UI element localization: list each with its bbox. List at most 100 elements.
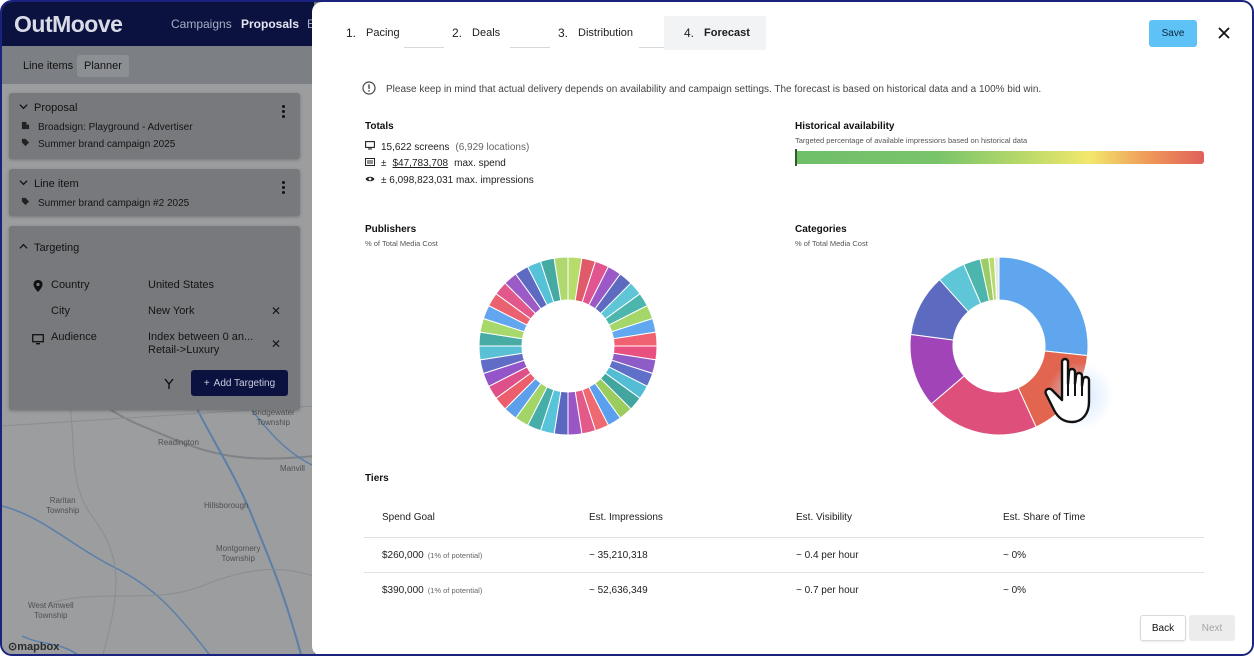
step-number: 1. bbox=[346, 26, 357, 40]
totals-screens-row: 15,622 screens (6,929 locations) bbox=[365, 141, 529, 153]
step-pacing[interactable]: 1. Pacing bbox=[346, 16, 400, 50]
proposal-advertiser: Broadsign: Playground - Advertiser bbox=[38, 121, 193, 133]
proposal-card-header[interactable]: Proposal bbox=[19, 102, 77, 114]
eye-icon bbox=[365, 175, 375, 186]
header-est-share-of-time[interactable]: Est. Share of Time bbox=[1003, 511, 1086, 523]
add-targeting-label: Add Targeting bbox=[213, 377, 276, 389]
tier-share: ~ 0% bbox=[1003, 584, 1027, 596]
proposal-card: Proposal Broadsign: Playground - Adverti… bbox=[9, 93, 300, 159]
tier-row[interactable]: $260,000 (1% of potential) ~ 35,210,318 … bbox=[364, 538, 1204, 572]
step-connector bbox=[639, 47, 665, 48]
totals-spend-row: ± $47,783,708 max. spend bbox=[365, 158, 506, 169]
branch-icon[interactable] bbox=[163, 377, 175, 395]
header-est-visibility[interactable]: Est. Visibility bbox=[796, 511, 852, 523]
tag-icon bbox=[21, 197, 30, 209]
tier-potential: (1% of potential) bbox=[427, 585, 483, 595]
availability-subtitle: Targeted percentage of available impress… bbox=[795, 136, 1028, 145]
proposal-menu-icon[interactable] bbox=[282, 105, 286, 120]
step-label: Deals bbox=[472, 27, 501, 39]
money-icon bbox=[365, 158, 375, 169]
location-pin-icon bbox=[33, 279, 43, 297]
remove-city-icon[interactable]: ✕ bbox=[271, 304, 282, 318]
proposal-campaign: Summer brand campaign 2025 bbox=[38, 138, 176, 150]
totals-impressions-row: ± 6,098,823,031 max. impressions bbox=[365, 175, 534, 186]
save-button[interactable]: Save bbox=[1149, 20, 1197, 47]
map-label-readington: Readington bbox=[158, 438, 199, 447]
header-est-impressions[interactable]: Est. Impressions bbox=[589, 511, 663, 523]
add-targeting-button[interactable]: + Add Targeting bbox=[191, 370, 288, 396]
close-icon[interactable] bbox=[1215, 24, 1233, 42]
donut-slice[interactable] bbox=[553, 256, 569, 302]
targeting-audience-value: Index between 0 an... Retail->Luxury bbox=[148, 331, 253, 357]
availability-marker bbox=[795, 149, 797, 166]
proposal-advertiser-row: Broadsign: Playground - Advertiser bbox=[21, 121, 193, 133]
tier-visibility: ~ 0.7 per hour bbox=[796, 584, 859, 596]
nav-campaigns[interactable]: Campaigns bbox=[171, 17, 232, 31]
map-label-hillsborough: Hillsborough bbox=[204, 501, 249, 510]
donut-slice[interactable] bbox=[993, 256, 1000, 301]
step-forecast[interactable]: 4. Forecast bbox=[664, 16, 766, 50]
forecast-notice: Please keep in mind that actual delivery… bbox=[362, 74, 1214, 104]
map-label-west-amwell: West Amwell Township bbox=[28, 601, 74, 620]
map-label-montgomery: Montgomery Township bbox=[216, 544, 261, 563]
availability-gradient-bar bbox=[795, 151, 1204, 164]
remove-audience-icon[interactable]: ✕ bbox=[271, 337, 282, 351]
tier-row[interactable]: $390,000 (1% of potential) ~ 52,636,349 … bbox=[364, 573, 1204, 607]
back-button[interactable]: Back bbox=[1140, 615, 1186, 641]
tier-visibility: ~ 0.4 per hour bbox=[796, 549, 859, 561]
categories-title: Categories bbox=[795, 224, 847, 235]
audience-segment: Retail->Luxury bbox=[148, 344, 220, 356]
tab-line-items[interactable]: Line items bbox=[23, 60, 74, 72]
categories-subtitle: % of Total Media Cost bbox=[795, 239, 868, 248]
table-divider bbox=[364, 537, 1204, 538]
totals-title: Totals bbox=[365, 121, 394, 132]
targeting-card-header[interactable]: Targeting bbox=[19, 242, 79, 254]
line-item-campaign: Summer brand campaign #2 2025 bbox=[38, 197, 190, 209]
tiers-title: Tiers bbox=[365, 473, 389, 484]
tier-potential: (1% of potential) bbox=[427, 550, 483, 560]
totals-impressions: ± 6,098,823,031 max. impressions bbox=[381, 175, 534, 186]
app-logo[interactable]: OutMoove bbox=[14, 11, 123, 37]
line-item-campaign-row: Summer brand campaign #2 2025 bbox=[21, 197, 189, 209]
step-label: Distribution bbox=[578, 27, 634, 39]
publishers-donut-chart[interactable] bbox=[478, 256, 658, 436]
mapbox-attribution: ⊙mapbox bbox=[8, 641, 60, 653]
proposal-card-title: Proposal bbox=[34, 102, 78, 114]
nav-more[interactable]: E bbox=[307, 17, 316, 31]
map-label-manville: Manvill bbox=[280, 464, 305, 473]
donut-slice[interactable] bbox=[998, 256, 1089, 357]
plus-icon: + bbox=[203, 377, 210, 389]
line-item-card-title: Line item bbox=[34, 178, 79, 190]
totals-locations: (6,929 locations) bbox=[455, 141, 530, 153]
map-label-raritan: Raritan Township bbox=[46, 496, 80, 515]
tag-icon bbox=[21, 138, 30, 150]
step-distribution[interactable]: 3. Distribution bbox=[558, 16, 633, 50]
line-item-menu-icon[interactable] bbox=[282, 181, 286, 196]
step-deals[interactable]: 2. Deals bbox=[452, 16, 500, 50]
monitor-icon bbox=[32, 332, 44, 350]
hand-pointer-icon bbox=[1042, 350, 1114, 435]
totals-spend-suffix: max. spend bbox=[454, 158, 506, 169]
step-label: Forecast bbox=[704, 27, 750, 39]
step-connector bbox=[510, 47, 550, 48]
table-divider bbox=[364, 572, 1204, 573]
tab-planner[interactable]: Planner bbox=[77, 55, 129, 77]
step-connector bbox=[404, 47, 444, 48]
screen-icon bbox=[365, 141, 375, 153]
step-number: 2. bbox=[452, 26, 463, 40]
targeting-country-value: United States bbox=[148, 279, 215, 291]
chevron-up-icon bbox=[19, 242, 28, 254]
targeting-city-value: New York bbox=[148, 305, 195, 317]
tier-spend-cell: $260,000 (1% of potential) bbox=[382, 538, 482, 572]
totals-spend-prefix: ± bbox=[381, 158, 387, 169]
tier-spend: $390,000 bbox=[382, 584, 424, 596]
header-spend-goal[interactable]: Spend Goal bbox=[382, 511, 435, 523]
totals-screens: 15,622 screens bbox=[381, 141, 450, 153]
targeting-card-title: Targeting bbox=[34, 242, 80, 254]
line-item-card-header[interactable]: Line item bbox=[19, 178, 79, 190]
top-navigation: OutMoove Campaigns Proposals E bbox=[2, 2, 316, 46]
step-number: 3. bbox=[558, 26, 569, 40]
chevron-down-icon bbox=[19, 178, 28, 190]
nav-proposals[interactable]: Proposals bbox=[241, 17, 300, 31]
next-button[interactable]: Next bbox=[1189, 615, 1235, 641]
